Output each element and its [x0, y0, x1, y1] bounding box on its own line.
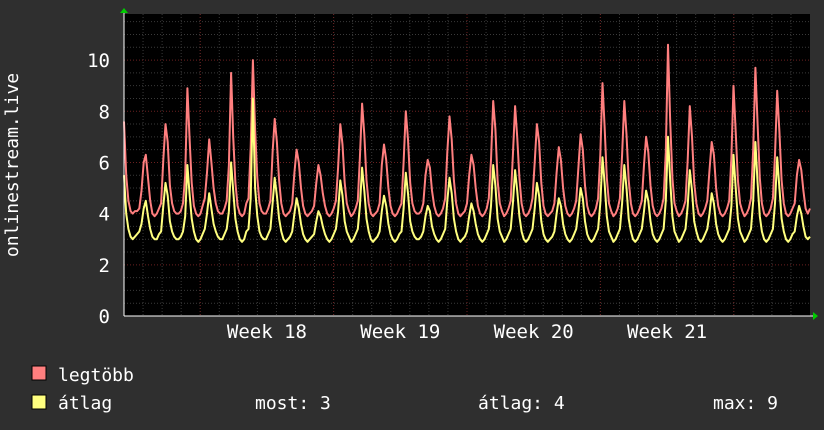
y-tick-label: 10 [87, 50, 110, 72]
stat-maximum: max: 9 [713, 393, 778, 414]
legend: legtöbb átlag most: 3 átlag: 4 max: 9 [31, 365, 778, 414]
x-tick-labels: Week 18 Week 19 Week 20 Week 21 [227, 321, 707, 343]
y-tick-label: 4 [99, 204, 110, 226]
series-layer [123, 43, 811, 243]
y-tick-label: 6 [99, 152, 110, 174]
stat-average: átlag: 4 [478, 393, 565, 414]
legend-label-max: legtöbb [58, 365, 134, 386]
x-tick-label: Week 21 [627, 321, 707, 343]
stat-current: most: 3 [255, 393, 331, 414]
legend-swatch-max [31, 365, 47, 381]
y-axis-arrow-icon [120, 8, 128, 13]
series-line-avg [123, 97, 811, 243]
y-axis-label: onlinestream.live [2, 73, 23, 257]
y-tick-labels: 0 2 4 6 8 10 [87, 50, 110, 328]
y-tick-label: 2 [99, 255, 110, 277]
legend-swatch-avg [31, 394, 47, 410]
x-tick-label: Week 19 [360, 321, 440, 343]
y-tick-label: 8 [99, 101, 110, 123]
series-line-max [123, 43, 811, 218]
y-tick-label: 0 [99, 306, 110, 328]
x-tick-label: Week 18 [227, 321, 307, 343]
legend-label-avg: átlag [58, 393, 112, 414]
x-tick-label: Week 20 [494, 321, 574, 343]
x-axis-arrow-icon [813, 312, 818, 320]
axes [120, 8, 818, 320]
major-grid [124, 14, 810, 316]
